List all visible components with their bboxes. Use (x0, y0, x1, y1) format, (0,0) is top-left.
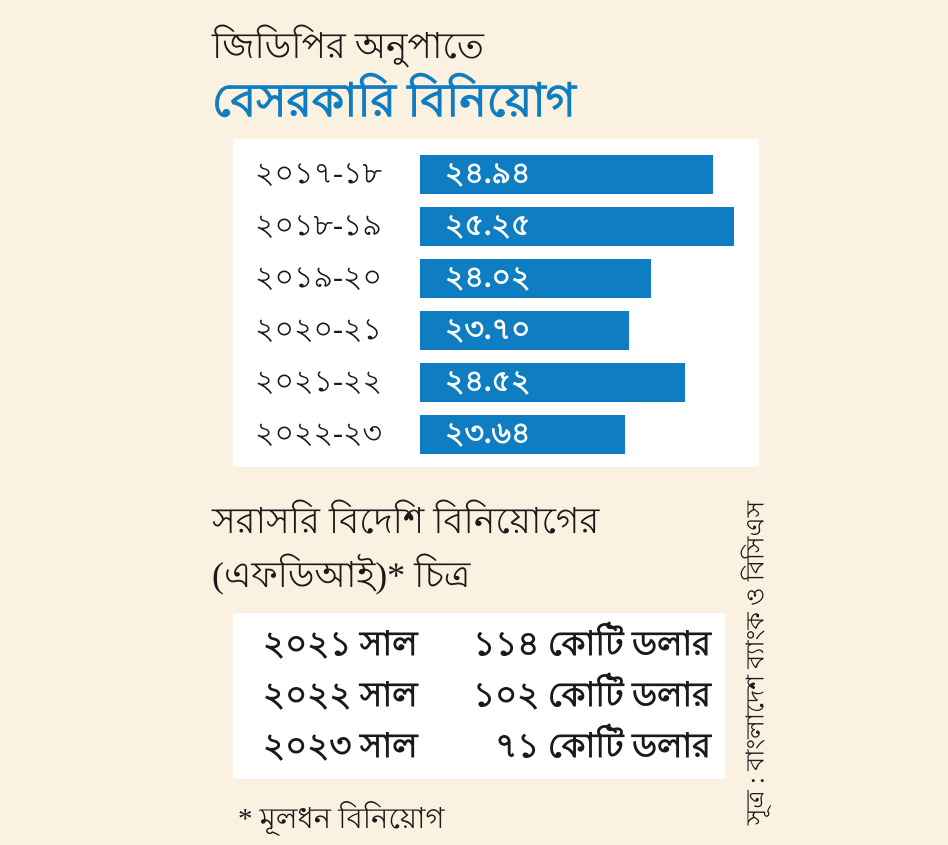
fdi-table-row: ২০২২ সাল ১০২ কোটি ডলার (233, 674, 725, 720)
title-kicker: জিডিপির অনুপাতে (212, 26, 484, 66)
bar-chart-row: ২০২২-২৩ ২৩.৬৪ (233, 415, 759, 454)
fdi-year-cell: ২০২২ সাল (263, 676, 418, 714)
fdi-section-heading: সরাসরি বিদেশি বিনিয়োগের (এফডিআই)* চিত্র (212, 494, 599, 602)
bar-value-label: ২৪.৯৪ (445, 157, 531, 190)
bar-category-label: ২০২২-২৩ (255, 417, 383, 450)
bar-chart-row: ২০১৯-২০ ২৪.০২ (233, 259, 759, 298)
bar-category-label: ২০২১-২২ (255, 365, 382, 398)
fdi-value-cell: ১১৪ কোটি ডলার (473, 625, 711, 663)
fdi-year-cell: ২০২১ সাল (263, 625, 418, 663)
fdi-value-cell: ৭১ কোটি ডলার (495, 727, 711, 765)
fdi-year-cell: ২০২৩ সাল (263, 727, 418, 765)
bar: ২৫.২৫ (420, 207, 734, 246)
fdi-heading-line1: সরাসরি বিদেশি বিনিয়োগের (212, 501, 600, 541)
fdi-value-cell: ১০২ কোটি ডলার (473, 676, 711, 714)
bar-chart-row: ২০২০-২১ ২৩.৭০ (233, 311, 759, 350)
bar-category-label: ২০২০-২১ (255, 313, 382, 346)
title-block: জিডিপির অনুপাতে বেসরকারি বিনিয়োগ (212, 20, 576, 130)
bar-category-label: ২০১৭-১৮ (255, 157, 382, 190)
bar-value-label: ২৩.৬৪ (445, 417, 531, 450)
bar-category-label: ২০১৮-১৯ (255, 209, 382, 242)
fdi-table-row: ২০২১ সাল ১১৪ কোটি ডলার (233, 623, 725, 669)
bar-category-label: ২০১৯-২০ (255, 261, 382, 294)
footnote: * মূলধন বিনিয়োগ (238, 803, 445, 835)
bar-chart-row: ২০১৮-১৯ ২৫.২৫ (233, 207, 759, 246)
bar-value-label: ২৫.২৫ (445, 209, 531, 242)
bar: ২৩.৭০ (420, 311, 629, 350)
source-attribution: সূত্র : বাংলাদেশ ব্যাংক ও বিসিএস (742, 500, 770, 826)
bar-value-label: ২৪.৫২ (445, 365, 531, 398)
bar: ২৪.৯৪ (420, 155, 713, 194)
fdi-heading-line2: (এফডিআই)* চিত্র (212, 555, 471, 595)
bar-chart-row: ২০১৭-১৮ ২৪.৯৪ (233, 155, 759, 194)
bar: ২৩.৬৪ (420, 415, 625, 454)
bar: ২৪.০২ (420, 259, 651, 298)
gdp-private-investment-bar-chart: ২০১৭-১৮ ২৪.৯৪ ২০১৮-১৯ ২৫.২৫ ২০১৯-২০ ২৪.০… (233, 139, 759, 467)
fdi-table: ২০২১ সাল ১১৪ কোটি ডলার ২০২২ সাল ১০২ কোটি… (233, 613, 725, 779)
bar-value-label: ২৪.০২ (445, 261, 531, 294)
page-title: বেসরকারি বিনিয়োগ (212, 75, 576, 126)
fdi-table-row: ২০২৩ সাল ৭১ কোটি ডলার (233, 725, 725, 771)
bar-chart-row: ২০২১-২২ ২৪.৫২ (233, 363, 759, 402)
bar-value-label: ২৩.৭০ (445, 313, 531, 346)
bar: ২৪.৫২ (420, 363, 685, 402)
